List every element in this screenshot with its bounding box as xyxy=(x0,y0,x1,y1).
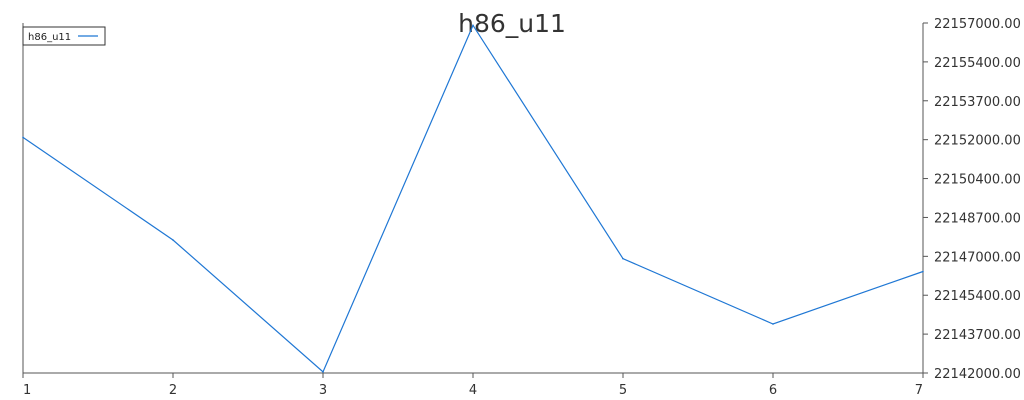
x-tick-label: 7 xyxy=(915,383,923,398)
y-tick-label: 22152000.00 xyxy=(934,134,1021,149)
legend-label: h86_u11 xyxy=(28,32,71,43)
chart-title: h86_u11 xyxy=(458,9,566,38)
x-tick-label: 6 xyxy=(769,383,777,398)
x-tick-label: 4 xyxy=(469,383,477,398)
legend-box xyxy=(22,26,106,46)
y-tick-label: 22157000.00 xyxy=(934,17,1021,32)
legend[interactable]: h86_u11 xyxy=(22,26,106,46)
y-tick-label: 22142000.00 xyxy=(934,367,1021,382)
x-axis-ticks: 1 2 3 4 5 6 7 xyxy=(22,373,924,398)
y-tick-label: 22150400.00 xyxy=(934,173,1021,188)
data-point[interactable] xyxy=(22,136,24,139)
data-point[interactable] xyxy=(172,239,174,241)
series-layer xyxy=(22,24,924,373)
y-tick-label: 22155400.00 xyxy=(934,56,1021,71)
data-point[interactable] xyxy=(622,257,624,260)
data-point[interactable] xyxy=(922,270,924,273)
y-tick-label: 22143700.00 xyxy=(934,328,1021,343)
series-line[interactable] xyxy=(22,24,924,373)
x-tick-label: 1 xyxy=(23,383,31,398)
y-tick-label: 22153700.00 xyxy=(934,95,1021,110)
x-tick-label: 2 xyxy=(169,383,177,398)
y-tick-label: 22148700.00 xyxy=(934,211,1021,226)
y-tick-label: 22147000.00 xyxy=(934,250,1021,265)
x-tick-label: 3 xyxy=(319,383,327,398)
y-tick-label: 22145400.00 xyxy=(934,289,1021,304)
data-point[interactable] xyxy=(322,371,324,373)
data-point[interactable] xyxy=(772,323,774,325)
data-point[interactable] xyxy=(472,24,474,27)
y-axis-ticks: 22157000.00 22155400.00 22153700.00 2215200… xyxy=(923,17,1021,382)
x-tick-label: 5 xyxy=(619,383,627,398)
